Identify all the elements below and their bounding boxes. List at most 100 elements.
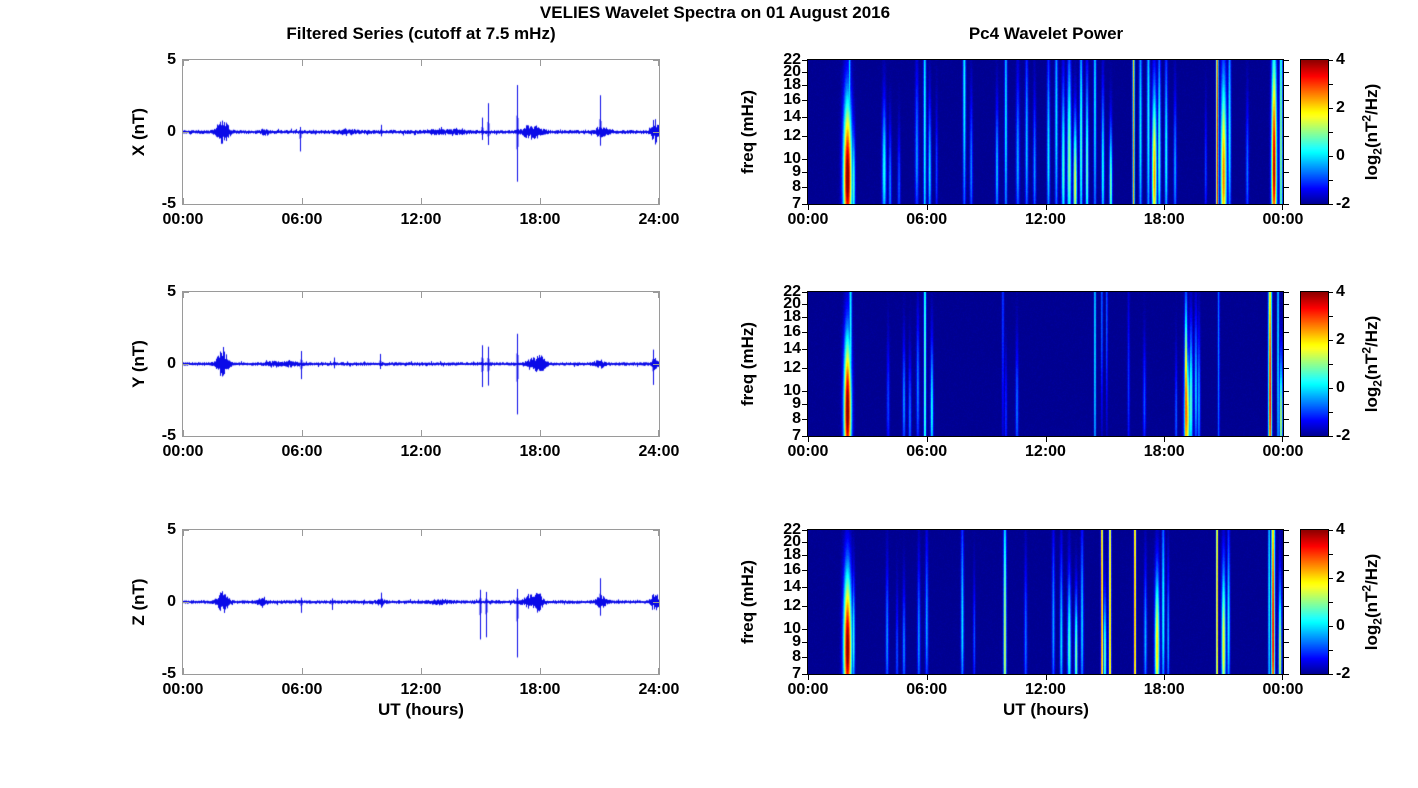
tick-mark (1284, 368, 1289, 370)
x-tick-label: 06:00 (281, 443, 323, 460)
tick-mark (1284, 317, 1289, 319)
tick-mark (540, 430, 541, 436)
tick-mark (802, 187, 807, 189)
tick-mark (1282, 205, 1283, 210)
timeseries-plot-ts-z-frame (182, 529, 660, 675)
tick-mark (1284, 348, 1289, 350)
tick-mark (802, 404, 807, 406)
right-xaxis-label: UT (hours) (1003, 700, 1089, 719)
freq-tick-label: 22 (783, 521, 801, 538)
timeseries-plot-ts-y (183, 292, 659, 436)
tick-mark (302, 668, 303, 674)
tick-mark (653, 132, 659, 133)
tick-mark (540, 668, 541, 674)
colorbar-sp-x (1301, 60, 1328, 204)
tick-mark (658, 292, 659, 298)
tick-mark (1284, 629, 1289, 631)
colorbar-label-sub: 2 (1370, 618, 1385, 625)
freq-tick-label: 16 (783, 323, 801, 341)
tick-mark (1284, 204, 1289, 205)
x-tick-label: 00:00 (787, 443, 829, 460)
colorbar-tick-label: 0 (1336, 617, 1345, 634)
tick-mark (1164, 675, 1166, 680)
x-tick-label: 18:00 (1143, 211, 1185, 228)
tick-mark (1045, 437, 1047, 442)
x-tick-label: 06:00 (906, 681, 948, 698)
tick-mark (658, 198, 659, 204)
tick-mark (1284, 292, 1289, 293)
freq-tick-label: 7 (792, 195, 801, 212)
tick-mark (1284, 419, 1289, 421)
colorbar-tick-label: -2 (1336, 427, 1351, 444)
freq-tick-label: 12 (783, 127, 801, 145)
freq-axis-label-3: freq (mHz) (738, 559, 757, 645)
freq-tick-label: 8 (792, 178, 801, 196)
tick-mark (802, 204, 807, 205)
freq-tick-label: 10 (783, 382, 801, 400)
tick-mark (1284, 391, 1289, 393)
x-tick-label: 24:00 (638, 211, 680, 228)
x-tick-label: 00:00 (787, 211, 829, 228)
colorbar-label-text: (nT (1362, 353, 1382, 381)
tick-mark (653, 674, 659, 675)
x-tick-label: 00:00 (1262, 211, 1304, 228)
colorbar-sp-y (1301, 292, 1328, 436)
tick-mark (653, 60, 659, 61)
x-tick-label: 12:00 (1025, 211, 1066, 228)
colorbar-tick-label: 2 (1336, 99, 1345, 116)
tick-mark (183, 530, 184, 536)
tick-mark (1284, 60, 1289, 61)
wavelet-power-plot-sp-x (808, 60, 1283, 204)
timeseries-plot-ts-x-frame (182, 59, 660, 205)
wavelet-power-title: Pc4 Wavelet Power (968, 24, 1124, 43)
y-tick-label: 5 (167, 51, 176, 68)
tick-mark (183, 668, 184, 674)
colorbar-tick-label: 2 (1336, 569, 1345, 586)
tick-mark (183, 674, 189, 675)
tick-mark (1284, 570, 1289, 572)
x-tick-label: 06:00 (281, 211, 323, 228)
tick-mark (1284, 71, 1289, 73)
tick-mark (183, 60, 189, 61)
colorbar-label-text: (nT (1362, 591, 1382, 619)
tick-mark (802, 530, 807, 531)
tick-mark (802, 419, 807, 421)
colorbar-tick-mark (1329, 650, 1333, 651)
freq-axis-label-2: freq (mHz) (738, 321, 757, 407)
tick-mark (802, 391, 807, 393)
tick-mark (183, 132, 189, 133)
x-tick-label: 06:00 (906, 443, 948, 460)
colorbar-sp-z (1301, 530, 1328, 674)
colorbar-tick-mark (1329, 674, 1333, 675)
tick-mark (802, 642, 807, 644)
colorbar-tick-mark (1329, 436, 1333, 437)
x-tick-label: 06:00 (906, 211, 948, 228)
freq-tick-label: 10 (783, 150, 801, 168)
freq-tick-label: 22 (783, 283, 801, 300)
tick-mark (658, 430, 659, 436)
filtered-series-title: Filtered Series (cutoff at 7.5 mHz) (286, 24, 556, 43)
freq-tick-label: 16 (783, 91, 801, 109)
colorbar-label-sub: 2 (1370, 380, 1385, 387)
tick-mark (1284, 404, 1289, 406)
tick-mark (653, 436, 659, 437)
colorbar-tick-mark (1329, 316, 1333, 317)
colorbar-tick-mark (1329, 578, 1333, 579)
y-tick-label: 0 (167, 593, 176, 610)
tick-mark (926, 205, 928, 210)
tick-mark (802, 136, 807, 138)
tick-mark (1284, 187, 1289, 189)
freq-tick-label: 10 (783, 620, 801, 638)
tick-mark (802, 541, 807, 543)
tick-mark (1284, 332, 1289, 334)
tick-mark (302, 530, 303, 536)
freq-tick-label: 20 (783, 532, 801, 550)
freq-tick-label: 14 (783, 107, 801, 125)
tick-mark (1282, 675, 1283, 680)
y-tick-label: 0 (167, 355, 176, 372)
tick-mark (658, 60, 659, 66)
x-tick-label: 12:00 (400, 211, 442, 228)
freq-tick-label: 22 (783, 51, 801, 68)
colorbar-tick-label: 0 (1336, 379, 1345, 396)
